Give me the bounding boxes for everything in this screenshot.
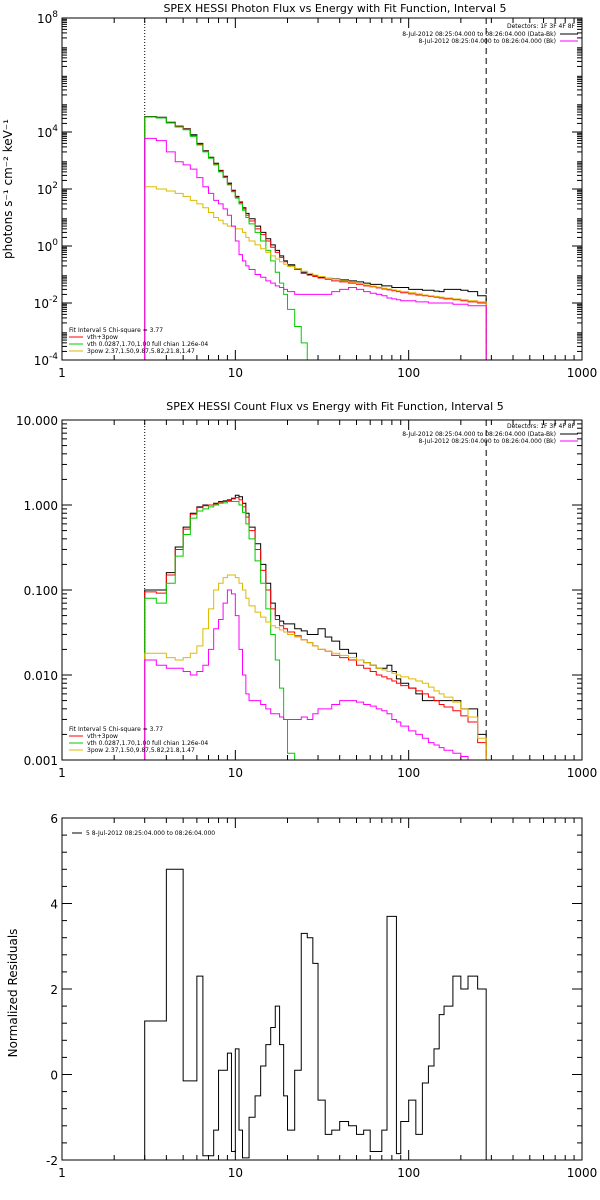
residuals-legend-line-0: 5 8-Jul-2012 08:25:04.000 to 08:26:04.00… xyxy=(72,830,215,837)
photon-chart-title: SPEX HESSI Photon Flux vs Energy with Fi… xyxy=(163,2,506,15)
photon-y-tick-label: 10-2 xyxy=(34,295,58,311)
count-fit-line-2: 3pow 2.37,1.50,9.87,5.82,21.8,1.47 xyxy=(69,747,195,754)
photon-fit-line-1: vth 0.0287,1.70,1.00 full chian 1.26e-04 xyxy=(69,341,208,348)
residuals-series-5 xyxy=(144,868,487,1160)
count-plot-area: 1 10 100 1000 0.001 0.010 0.100 1.000 10.000 xyxy=(16,414,597,780)
residuals-y-axis-label: Normalized Residuals xyxy=(6,929,20,1058)
count-y-tick-label: 0.010 xyxy=(24,669,58,683)
photon-y-axis-label: photons s⁻¹ cm⁻² keV⁻¹ xyxy=(1,119,15,259)
photon-detectors-label: Detectors: 1F 3F 4F 8F xyxy=(507,23,576,30)
photon-y-tick-label: 102 xyxy=(37,181,58,197)
residuals-panel: Normalized Residuals 1 10 100 1000 -2 0 2 4 6 5 … xyxy=(6,812,597,1180)
count-series-data-bk xyxy=(144,494,487,760)
photon-legend-text-0: 8-Jul-2012 08:25:04.000 to 08:26:04.000 … xyxy=(402,31,556,38)
photon-fit-text-1: vth 0.0287,1.70,1.00 full chian 1.26e-04 xyxy=(87,341,208,348)
photon-y-tick-label: 10-4 xyxy=(34,352,59,368)
photon-y-tick-exp: 8 xyxy=(52,10,58,20)
count-fit-text-2: 3pow 2.37,1.50,9.87,5.82,21.8,1.47 xyxy=(87,747,195,754)
photon-legend-line-0: 8-Jul-2012 08:25:04.000 to 08:26:04.000 … xyxy=(402,31,578,38)
photon-series-vth-3pow xyxy=(144,116,487,360)
photon-y-tick-base: 10 xyxy=(37,240,52,254)
photon-legend-line-1: 8-Jul-2012 08:25:04.000 to 08:26:04.000 … xyxy=(418,38,578,45)
residuals-y-tick-label: 4 xyxy=(50,898,58,912)
photon-fit-text-0: vth+3pow xyxy=(87,334,118,341)
photon-y-tick-label: 100 xyxy=(37,238,58,254)
count-fit-text-0: vth+3pow xyxy=(87,733,118,740)
count-y-tick-label: 1.000 xyxy=(24,499,58,513)
photon-y-tick-base: 10 xyxy=(34,354,49,368)
count-fit-line-1: vth 0.0287,1.70,1.00 full chian 1.26e-04 xyxy=(69,740,208,747)
photon-fit-header: Fit Interval 5 Chi-square = 3.77 xyxy=(69,327,163,334)
photon-y-tick-exp: -2 xyxy=(49,295,58,305)
photon-y-tick-label: 108 xyxy=(37,10,58,26)
count-fit-text-1: vth 0.0287,1.70,1.00 full chian 1.26e-04 xyxy=(87,740,208,747)
photon-y-tick-base: 10 xyxy=(34,297,49,311)
photon-y-tick-base: 10 xyxy=(37,12,52,26)
photon-y-tick-base: 10 xyxy=(37,183,52,197)
photon-y-tick-label: 104 xyxy=(37,124,58,140)
photon-x-tick-label: 10 xyxy=(228,366,243,380)
photon-series-bk xyxy=(144,137,487,360)
photon-series-vth xyxy=(144,116,326,361)
photon-series-data-bk xyxy=(144,115,487,360)
photon-y-tick-exp: -4 xyxy=(49,352,58,362)
photon-series-3pow xyxy=(144,186,487,360)
photon-x-tick-label: 1000 xyxy=(567,366,598,380)
count-legend-text-0: 8-Jul-2012 08:25:04.000 to 08:26:04.000 … xyxy=(402,431,556,438)
count-y-tick-label: 0.100 xyxy=(24,584,58,598)
residuals-y-tick-label: 0 xyxy=(50,1069,58,1083)
photon-fit-line-2: 3pow 2.37,1.50,9.87,5.82,21.8,1.47 xyxy=(69,348,195,355)
photon-flux-panel: SPEX HESSI Photon Flux vs Energy with Fi… xyxy=(1,2,597,380)
count-y-tick-label: 0.001 xyxy=(24,754,58,768)
count-series-vth-3pow xyxy=(144,497,487,760)
count-y-tick-label: 10.000 xyxy=(16,414,58,428)
residuals-x-tick-label: 10 xyxy=(228,1166,243,1180)
count-x-tick-label: 10 xyxy=(228,766,243,780)
count-fit-line-0: vth+3pow xyxy=(69,733,118,740)
photon-x-tick-label: 100 xyxy=(397,366,420,380)
residuals-x-tick-label: 1000 xyxy=(567,1166,598,1180)
photon-fit-text-2: 3pow 2.37,1.50,9.87,5.82,21.8,1.47 xyxy=(87,348,195,355)
residuals-legend-text-0: 5 8-Jul-2012 08:25:04.000 to 08:26:04.00… xyxy=(86,830,215,837)
count-detectors-label: Detectors: 1F 3F 4F 8F xyxy=(507,423,576,430)
count-plot-frame xyxy=(61,419,583,761)
photon-y-tick-base: 10 xyxy=(37,126,52,140)
count-flux-panel: SPEX HESSI Count Flux vs Energy with Fit… xyxy=(16,400,597,780)
count-x-tick-label: 1 xyxy=(58,766,66,780)
count-series-vth xyxy=(144,500,302,761)
residuals-y-tick-label: 2 xyxy=(50,983,58,997)
count-legend-line-1: 8-Jul-2012 08:25:04.000 to 08:26:04.000 … xyxy=(418,438,578,445)
photon-x-tick-label: 1 xyxy=(58,366,66,380)
count-series-3pow xyxy=(144,574,487,760)
photon-legend-text-1: 8-Jul-2012 08:25:04.000 to 08:26:04.000 … xyxy=(418,38,556,45)
count-x-tick-label: 100 xyxy=(397,766,420,780)
count-chart-title: SPEX HESSI Count Flux vs Energy with Fit… xyxy=(166,400,503,413)
residuals-x-tick-label: 100 xyxy=(397,1166,420,1180)
residuals-y-tick-label: 6 xyxy=(50,812,58,826)
photon-fit-line-0: vth+3pow xyxy=(69,334,118,341)
photon-y-tick-exp: 0 xyxy=(52,238,58,248)
residuals-plot-frame xyxy=(61,817,583,1161)
photon-plot-frame xyxy=(61,17,583,361)
residuals-y-tick-label: -2 xyxy=(46,1154,58,1168)
residuals-plot-area: 1 10 100 1000 -2 0 2 4 6 xyxy=(46,812,597,1180)
residuals-x-tick-label: 1 xyxy=(58,1166,66,1180)
photon-y-tick-exp: 2 xyxy=(52,181,58,191)
count-fit-header: Fit Interval 5 Chi-square = 3.77 xyxy=(69,726,163,733)
count-series-bk xyxy=(144,589,487,761)
count-legend-line-0: 8-Jul-2012 08:25:04.000 to 08:26:04.000 … xyxy=(402,431,578,438)
count-legend-text-1: 8-Jul-2012 08:25:04.000 to 08:26:04.000 … xyxy=(418,438,556,445)
count-x-tick-label: 1000 xyxy=(567,766,598,780)
photon-y-tick-exp: 4 xyxy=(52,124,58,134)
